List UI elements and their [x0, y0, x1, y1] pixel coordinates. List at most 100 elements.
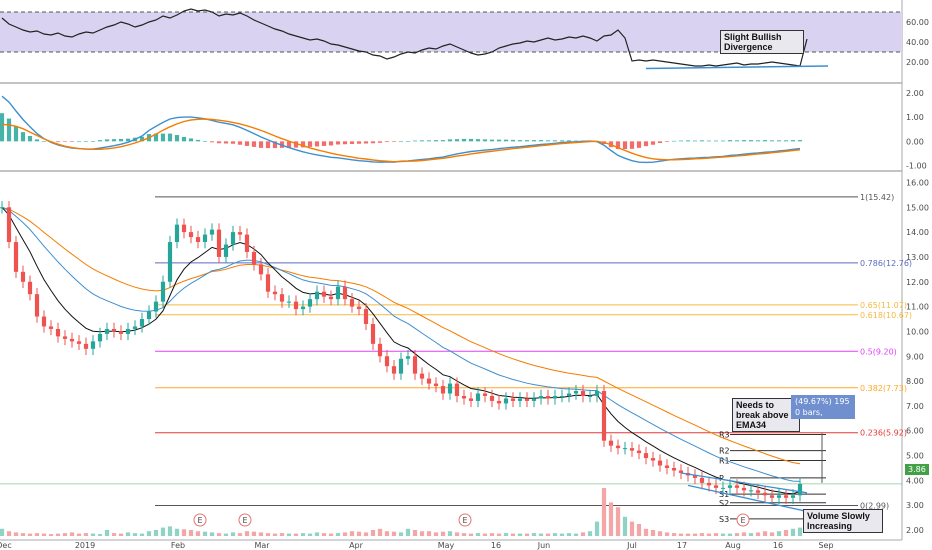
volume-bar [783, 530, 789, 536]
macd-histogram-bar [286, 141, 292, 148]
fib-level-label: 0.382(7.73) [860, 384, 907, 393]
macd-histogram-bar [622, 141, 628, 150]
macd-histogram-bar [699, 140, 705, 142]
candle-body [454, 383, 460, 396]
fib-level-label: 0.236(5.92) [860, 429, 907, 438]
candle-body [76, 341, 82, 344]
volume-bar [657, 531, 663, 536]
candle-body [265, 274, 271, 292]
macd-histogram-bar [769, 140, 775, 142]
macd-histogram-bar [62, 141, 68, 142]
candle-body [797, 483, 803, 496]
candle-body [181, 224, 187, 233]
candle-body [300, 306, 306, 310]
candle-body [510, 398, 516, 401]
macd-histogram-bar [153, 133, 159, 142]
candle-body [111, 328, 117, 332]
macd-histogram-bar [363, 141, 369, 144]
macd-histogram-bar [643, 141, 649, 147]
candle-body [286, 301, 292, 303]
macd-histogram-bar [251, 141, 257, 147]
volume-bar [48, 534, 54, 536]
candle-body [90, 341, 96, 349]
candle-body [6, 207, 12, 243]
candle-body [384, 356, 390, 367]
macd-histogram-bar [174, 135, 180, 142]
macd-histogram-bar [433, 140, 439, 142]
macd-histogram-bar [657, 141, 663, 144]
macd-histogram-bar [566, 140, 572, 142]
candle-body [468, 398, 474, 401]
volume-bar [55, 533, 61, 536]
macd-histogram-bar [734, 140, 740, 142]
volume-bar [125, 532, 131, 536]
candle-body [48, 326, 54, 329]
macd-tick-label: 0.00 [906, 137, 924, 146]
volume-bar [734, 533, 740, 536]
macd-histogram-bar [545, 140, 551, 142]
candle-body [223, 244, 229, 257]
macd-histogram-bar [139, 136, 145, 142]
volume-bar [286, 533, 292, 536]
candle-body [195, 237, 201, 243]
volume-bar [384, 531, 390, 536]
pivot-label: R2 [719, 447, 730, 456]
volume-bar [601, 488, 607, 536]
wedge-upper-line [680, 472, 808, 494]
candle-body [755, 490, 761, 493]
measure-readout: (49.67%) 195 0 bars, [791, 395, 855, 419]
macd-histogram-bar [538, 140, 544, 142]
macd-histogram-bar [118, 138, 124, 142]
earnings-marker [736, 513, 750, 527]
ema-20-line [1, 206, 801, 482]
volume-bar [594, 521, 600, 536]
volume-bar [146, 531, 152, 536]
macd-histogram-bar [559, 140, 565, 142]
candle-body [727, 485, 733, 488]
volume-bar [272, 533, 278, 536]
price-tick-label: 2.00 [906, 526, 924, 535]
candle-body [615, 445, 621, 449]
macd-histogram-bar [97, 140, 103, 142]
candle-body [720, 487, 726, 489]
volume-bar [776, 531, 782, 536]
signal-line [1, 118, 801, 163]
macd-histogram-bar [244, 141, 250, 146]
candle-body [475, 393, 481, 401]
volume-bar [531, 533, 537, 536]
volume-bar [391, 531, 397, 536]
macd-histogram-bar [440, 140, 446, 142]
macd-histogram-bar [496, 139, 502, 142]
macd-histogram-bar [510, 139, 516, 142]
volume-bar [580, 532, 586, 536]
candle-body [748, 490, 754, 492]
volume-bar [629, 521, 635, 536]
volume-bar [300, 533, 306, 536]
price-tick-label: 13.00 [906, 253, 929, 262]
macd-histogram-bar [125, 138, 131, 142]
volume-bar [468, 533, 474, 536]
candle-body [433, 383, 439, 387]
volume-bar [538, 533, 544, 536]
volume-bar [153, 530, 159, 536]
volume-bar [643, 528, 649, 536]
volume-bar [363, 532, 369, 536]
volume-bar [727, 533, 733, 536]
volume-bar [27, 533, 33, 536]
macd-histogram-bar [713, 140, 719, 142]
ema-8-line [1, 206, 801, 495]
volume-bar [216, 533, 222, 536]
volume-bar [41, 533, 47, 536]
macd-histogram-bar [797, 140, 803, 142]
pivot-label: P [719, 474, 724, 483]
macd-histogram-bar [34, 139, 40, 142]
macd-histogram-bar [405, 141, 411, 142]
candle-body [783, 495, 789, 498]
rsi-divergence-trendline [645, 65, 829, 70]
volume-bar [202, 531, 208, 536]
macd-histogram-bar [573, 140, 579, 142]
candle-body [643, 453, 649, 459]
x-tick-label: 17 [677, 541, 687, 550]
volume-bar [510, 533, 516, 536]
